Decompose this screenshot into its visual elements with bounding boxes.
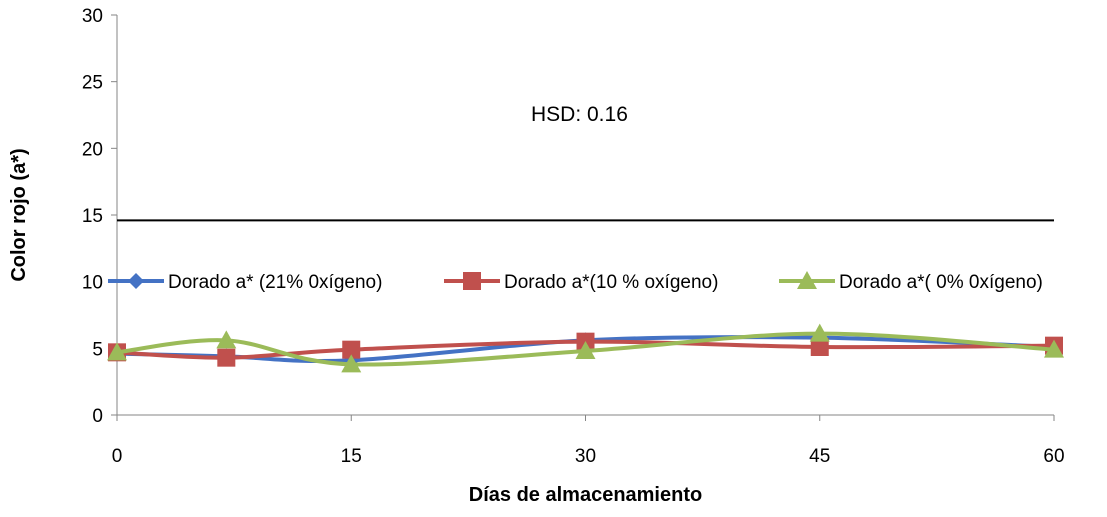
data-point-marker bbox=[809, 323, 830, 342]
y-tick-label: 0 bbox=[92, 406, 103, 427]
y-tick-label: 20 bbox=[82, 139, 103, 160]
data-point-marker bbox=[1044, 339, 1064, 358]
axes: 0 5 10 15 20 25 30 0 15 30 45 60 bbox=[82, 6, 1065, 467]
data-point-marker bbox=[216, 330, 237, 349]
hsd-annotation: HSD: 0.16 bbox=[531, 103, 628, 126]
x-tick-label: 0 bbox=[112, 446, 123, 467]
y-tick-label: 10 bbox=[82, 273, 103, 294]
y-axis-title: Color rojo (a*) bbox=[8, 148, 30, 281]
legend-label: Dorado a* (21% 0xígeno) bbox=[168, 272, 382, 293]
legend-item-1: Dorado a* (21% 0xígeno) bbox=[108, 272, 382, 293]
legend-swatch-marker bbox=[128, 273, 144, 289]
data-point-marker bbox=[575, 341, 596, 359]
x-axis-title: Días de almacenamiento bbox=[469, 484, 702, 506]
legend-label: Dorado a*( 0% 0xígeno) bbox=[839, 272, 1043, 293]
data-point-marker bbox=[217, 348, 236, 367]
legend-swatch-marker bbox=[797, 271, 817, 289]
legend-swatch-marker bbox=[463, 272, 481, 290]
y-tick-label: 30 bbox=[82, 6, 103, 27]
series-layer bbox=[107, 323, 1064, 373]
data-point-marker bbox=[107, 342, 127, 361]
legend-item-3: Dorado a*( 0% 0xígeno) bbox=[779, 271, 1043, 293]
x-tick-label: 60 bbox=[1043, 446, 1064, 467]
legend-item-2: Dorado a*(10 % oxígeno) bbox=[444, 272, 718, 293]
legend: Dorado a* (21% 0xígeno) Dorado a*(10 % ox… bbox=[108, 271, 1043, 293]
x-tick-label: 30 bbox=[575, 446, 596, 467]
y-tick-label: 5 bbox=[92, 339, 103, 360]
data-point-marker bbox=[342, 340, 361, 359]
x-tick-label: 15 bbox=[341, 446, 362, 467]
legend-label: Dorado a*(10 % oxígeno) bbox=[504, 272, 718, 293]
data-point-marker bbox=[341, 354, 362, 373]
series-3 bbox=[107, 323, 1064, 373]
x-tick-label: 45 bbox=[809, 446, 830, 467]
y-tick-label: 25 bbox=[82, 73, 103, 94]
data-point-marker bbox=[810, 338, 829, 356]
y-tick-label: 15 bbox=[82, 206, 103, 227]
